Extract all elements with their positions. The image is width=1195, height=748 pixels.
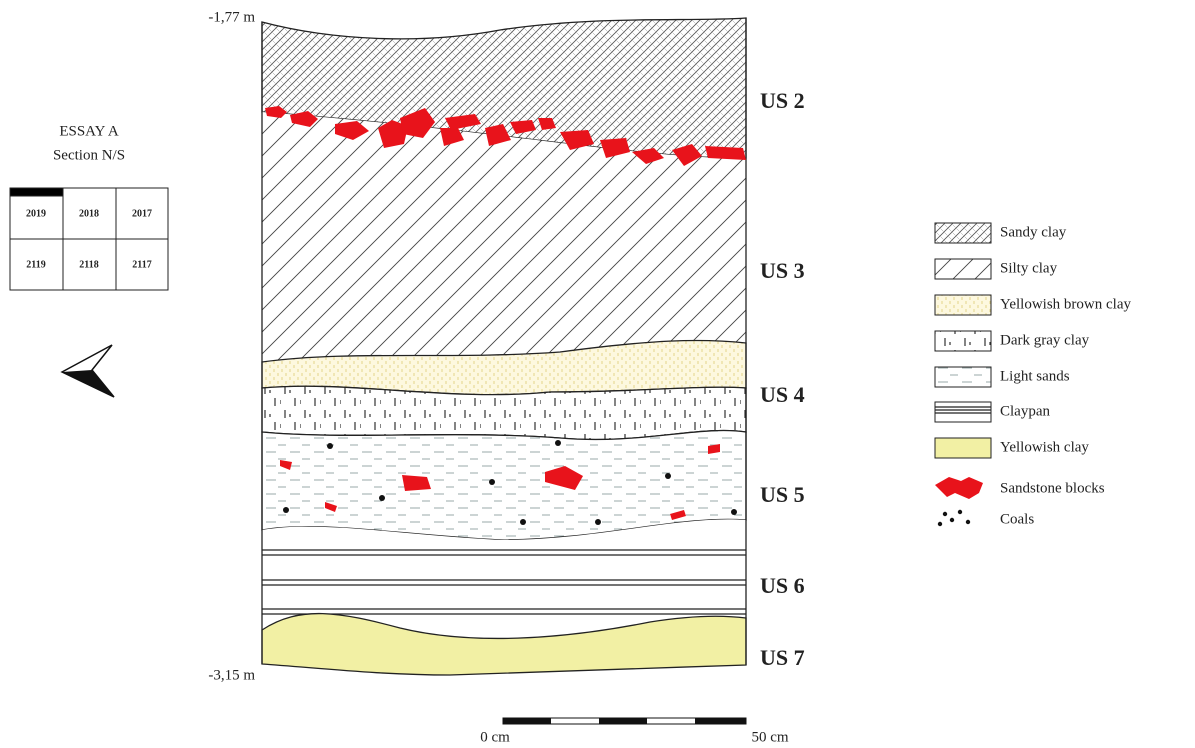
legend-swatch	[934, 294, 992, 316]
unit-label: US 2	[760, 88, 805, 113]
silty-clay	[262, 112, 746, 362]
grid-cell: 2018	[79, 208, 99, 219]
legend-swatch-dot	[949, 517, 955, 523]
north-arrow-fill	[62, 370, 114, 397]
legend-label: Sandstone blocks	[1000, 480, 1105, 496]
legend-swatch	[934, 401, 992, 423]
unit-label: US 3	[760, 258, 805, 283]
section-frame	[261, 18, 747, 665]
location-title: ESSAY A	[59, 123, 119, 139]
unit-label: US 6	[760, 573, 805, 598]
legend-swatch-dot	[965, 519, 971, 525]
legend-swatch-dot	[942, 511, 948, 517]
location-grid	[9, 187, 169, 291]
legend-label: Dark gray clay	[1000, 332, 1090, 348]
unit-label: US 4	[760, 382, 805, 407]
legend-swatch	[934, 366, 992, 388]
claypan-top-wedge	[262, 519, 746, 545]
grid-cell: 2119	[26, 259, 45, 270]
unit-label: US 5	[760, 482, 805, 507]
dark-gray-clay	[261, 385, 747, 441]
legend-swatch	[934, 437, 992, 459]
location-cells: 2019 2018 2017 2119 2118 2117	[26, 208, 152, 270]
grid-cell: 2118	[79, 259, 98, 270]
legend-label: Sandy clay	[1000, 224, 1067, 240]
scale-start: 0 cm	[480, 729, 510, 745]
coals	[283, 440, 737, 525]
depth-bottom: -3,15 m	[208, 667, 255, 683]
grid-cell: 2019	[26, 208, 46, 219]
yellowish-clay	[261, 612, 747, 676]
grid-cell: 2117	[132, 259, 151, 270]
legend-label: Light sands	[1000, 368, 1070, 384]
legend-label: Yellowish brown clay	[1000, 296, 1131, 312]
legend-swatch-dot	[937, 521, 943, 527]
legend-label: Yellowish clay	[1000, 439, 1089, 455]
legend-label: Coals	[1000, 511, 1034, 527]
depth-top: -1,77 m	[208, 9, 255, 25]
scale-end: 50 cm	[751, 729, 788, 745]
unit-label: US 7	[760, 645, 805, 670]
legend-swatch	[934, 258, 992, 280]
unit-labels: US 2 US 3 US 4 US 5 US 6 US 7	[760, 88, 805, 670]
section-layers	[261, 17, 747, 676]
legend-label: Silty clay	[1000, 260, 1058, 276]
claypan-lines	[262, 549, 746, 615]
legend: Sandy clay Silty clay Yellowish brown clay…	[934, 222, 1131, 527]
scale-bar	[502, 717, 747, 725]
legend-label: Claypan	[1000, 403, 1050, 419]
sandstone-blocks	[265, 106, 746, 520]
grid-cell: 2017	[132, 208, 152, 219]
legend-swatch	[934, 330, 992, 352]
location-subtitle: Section N/S	[53, 147, 125, 163]
legend-swatch	[935, 477, 983, 499]
legend-swatch	[934, 222, 992, 244]
legend-swatch-dot	[957, 509, 963, 515]
